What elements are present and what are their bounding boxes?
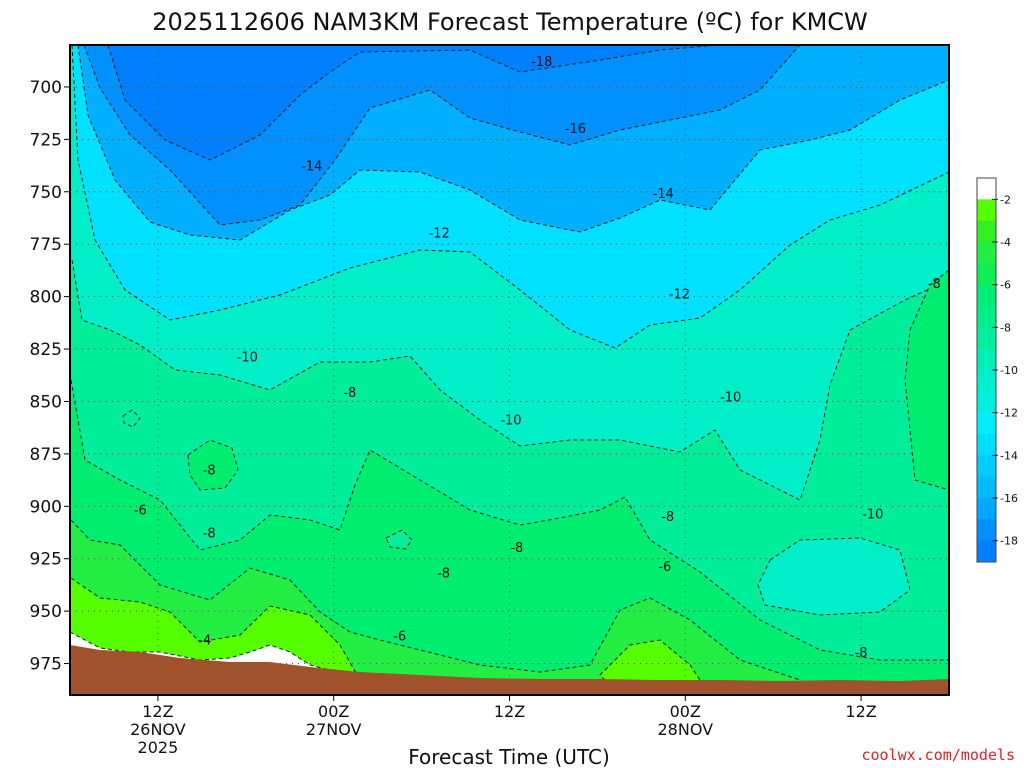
contour-labels: -18 -16 -14 -14 -12 -12 -10 -10 -10 -10 -8 -8 -8 -8 -8… bbox=[134, 55, 941, 661]
contour-line-minus-6 bbox=[70, 519, 801, 681]
y-tick-label: 700 bbox=[30, 78, 62, 98]
colorbar-tick-label: -4 bbox=[1000, 236, 1011, 249]
x-tick-label: 00Z bbox=[318, 702, 349, 721]
x-tick-label: 27NOV bbox=[306, 720, 362, 739]
band-8-6 bbox=[70, 45, 949, 695]
contour-label: -14 bbox=[653, 187, 674, 202]
contour-label: -16 bbox=[565, 122, 586, 137]
colorbar-swatch bbox=[977, 412, 996, 435]
contour-label: -6 bbox=[393, 629, 406, 644]
colorbar-swatch bbox=[977, 540, 996, 563]
x-axis-label: Forecast Time (UTC) bbox=[408, 745, 610, 768]
colorbar-swatch bbox=[977, 476, 996, 499]
colorbar-swatch bbox=[977, 348, 996, 371]
contour-label: -8 bbox=[343, 386, 356, 401]
x-tick-label: 2025 bbox=[138, 738, 179, 757]
colorbar-tick-label: -8 bbox=[1000, 321, 1011, 334]
contour-label: -10 bbox=[500, 413, 521, 428]
colorbar-swatch bbox=[977, 370, 996, 392]
colorbar-tick-label: -18 bbox=[1000, 535, 1018, 548]
colorbar: -2 -4 -6 -8 -10 -12 -14 -16 -18 bbox=[976, 177, 1018, 563]
y-tick-label: 750 bbox=[30, 183, 62, 203]
contour-label: -12 bbox=[429, 227, 450, 242]
colorbar-swatch bbox=[977, 263, 996, 286]
warm-pocket-fill bbox=[187, 439, 239, 491]
contour-line-minus-8 bbox=[70, 379, 949, 661]
colorbar-swatch bbox=[977, 199, 996, 222]
plot-area: -18 -16 -14 -14 -12 -12 -10 -10 -10 -10 -8 -8 -8 -8 -8… bbox=[70, 45, 949, 695]
contour-label: -8 bbox=[437, 566, 450, 581]
contour-label: -10 bbox=[237, 350, 258, 365]
contour-label: -18 bbox=[531, 55, 552, 70]
colorbar-swatch bbox=[977, 498, 996, 520]
right-edge-warm-fill bbox=[904, 269, 949, 491]
credit-text: coolwx.com/models bbox=[861, 746, 1015, 764]
contour-line-minus-4 bbox=[70, 577, 711, 695]
contour-line-minus-14 bbox=[77, 45, 949, 241]
colorbar-swatch bbox=[977, 220, 996, 243]
y-tick-label: 800 bbox=[30, 288, 62, 308]
colorbar-swatch bbox=[977, 327, 996, 350]
contour-lines bbox=[70, 45, 949, 695]
cold-pocket-fill bbox=[757, 537, 911, 616]
x-tick-label: 12Z bbox=[494, 702, 525, 721]
y-tick-label: 850 bbox=[30, 392, 62, 412]
y-tick-label: 925 bbox=[30, 550, 62, 570]
contour-line-minus-16 bbox=[83, 45, 801, 226]
y-tick-label: 775 bbox=[30, 235, 62, 255]
colorbar-swatch bbox=[977, 242, 996, 264]
y-tick-label: 825 bbox=[30, 340, 62, 360]
colorbar-tick-label: -10 bbox=[1000, 364, 1018, 377]
colorbar-tick-label: -16 bbox=[1000, 492, 1018, 505]
contour-label: -4 bbox=[198, 633, 211, 648]
colorbar-swatch bbox=[977, 455, 996, 478]
x-tick-label: 28NOV bbox=[658, 720, 714, 739]
colorbar-swatch bbox=[977, 306, 996, 328]
band-4-2 bbox=[70, 45, 949, 695]
terrain-ground bbox=[70, 645, 949, 695]
contour-label: -8 bbox=[855, 646, 868, 661]
contour-label: -14 bbox=[301, 160, 322, 175]
x-tick-label: 12Z bbox=[142, 702, 173, 721]
colorbar-tick-label: -6 bbox=[1000, 279, 1011, 292]
contour-line-minus-18 bbox=[107, 45, 721, 161]
x-tick-label: 26NOV bbox=[130, 720, 186, 739]
y-axis-ticks: 700 725 750 775 800 825 850 875 900 925 950 975 bbox=[30, 78, 70, 675]
x-tick-label: 00Z bbox=[670, 702, 701, 721]
contour-label: -8 bbox=[203, 527, 216, 542]
colorbar-tick-label: -2 bbox=[1000, 193, 1011, 206]
colorbar-swatch bbox=[977, 391, 996, 414]
contour-label: -12 bbox=[669, 288, 690, 303]
colorbar-swatch bbox=[977, 519, 996, 542]
y-tick-label: 950 bbox=[30, 602, 62, 622]
colorbar-swatch bbox=[977, 434, 996, 456]
x-tick-label: 12Z bbox=[845, 702, 876, 721]
colorbar-tick-label: -14 bbox=[1000, 449, 1018, 462]
contour-label: -8 bbox=[510, 541, 523, 556]
y-tick-label: 725 bbox=[30, 130, 62, 150]
colorbar-swatch bbox=[977, 284, 996, 307]
contour-label: -8 bbox=[203, 464, 216, 479]
contour-label: -8 bbox=[661, 510, 674, 525]
small-pocket-fill bbox=[385, 529, 413, 550]
y-tick-label: 975 bbox=[30, 655, 62, 675]
chart-title: 2025112606 NAM3KM Forecast Temperature (… bbox=[152, 8, 868, 36]
contour-label: -6 bbox=[658, 560, 671, 575]
y-tick-label: 900 bbox=[30, 497, 62, 517]
contour-label: -6 bbox=[134, 503, 147, 518]
colorbar-swatch bbox=[977, 178, 996, 200]
y-tick-label: 875 bbox=[30, 445, 62, 465]
contour-label: -10 bbox=[720, 390, 741, 405]
contour-line-minus-10 bbox=[71, 259, 949, 501]
colorbar-tick-label: -12 bbox=[1000, 407, 1018, 420]
contour-label: -10 bbox=[862, 508, 883, 523]
contour-label: -8 bbox=[928, 277, 941, 292]
tiny-pocket-fill bbox=[122, 409, 141, 428]
